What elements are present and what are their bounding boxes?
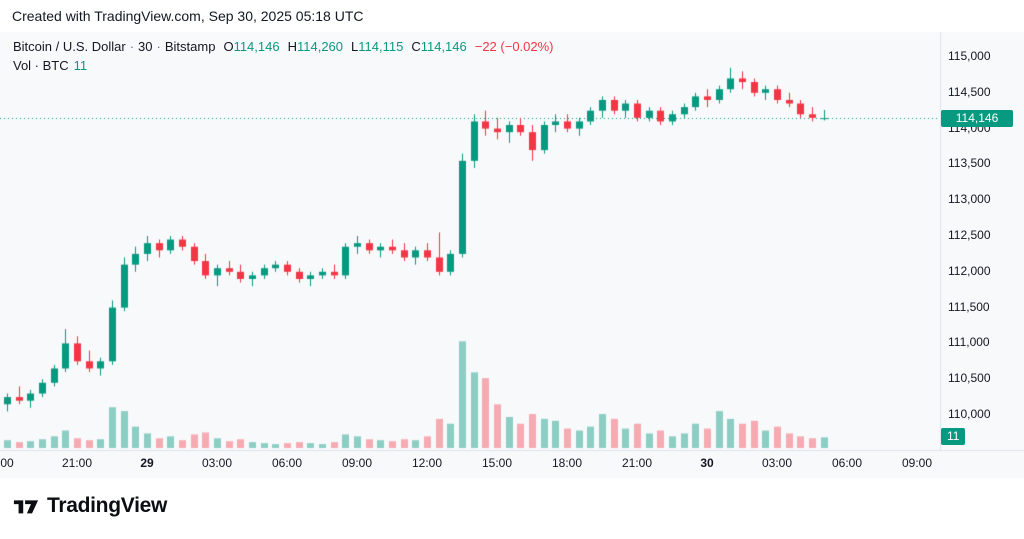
price-axis-label: 113,500 bbox=[948, 156, 991, 171]
time-axis-label: 12:00 bbox=[411, 456, 443, 470]
last-price-badge: 114,146 bbox=[941, 110, 1013, 127]
low-value: 114,115 bbox=[358, 39, 404, 54]
legend-volume-row: Vol · BTC 11 bbox=[13, 56, 554, 75]
tradingview-logo-icon bbox=[13, 500, 39, 514]
close-label: C bbox=[411, 39, 421, 54]
open-pair: O114,146 bbox=[223, 39, 279, 54]
price-axis-label: 114,500 bbox=[948, 84, 991, 99]
symbol-name: Bitcoin / U.S. Dollar bbox=[13, 39, 126, 54]
time-axis-label: 03:00 bbox=[201, 456, 233, 470]
interval-value: 30 bbox=[138, 39, 153, 54]
change-value: −22 (−0.02%) bbox=[474, 39, 554, 54]
time-axis-label: 09:00 bbox=[901, 456, 933, 470]
time-axis[interactable]: 00 21:00 29 03:00 06:00 09:00 12:00 15:00 18:00 2… bbox=[0, 452, 940, 478]
time-axis-label: 18:00 bbox=[551, 456, 583, 470]
high-label: H bbox=[287, 39, 297, 54]
last-volume-badge: 11 bbox=[941, 428, 966, 445]
price-axis-label: 110,000 bbox=[948, 407, 991, 421]
time-axis-label: 09:00 bbox=[341, 456, 373, 470]
volume-label: Vol · BTC bbox=[13, 58, 69, 73]
separator-dot: · bbox=[156, 39, 161, 54]
price-axis-label: 115,000 bbox=[948, 49, 991, 63]
separator-dot: · bbox=[129, 39, 135, 54]
price-axis-label: 111,000 bbox=[948, 335, 990, 350]
chart-legend: Bitcoin / U.S. Dollar · 30 · Bitstamp O114,14… bbox=[13, 37, 554, 75]
time-axis-label: 06:00 bbox=[271, 456, 303, 470]
time-axis-label: 30 bbox=[700, 456, 714, 470]
close-pair: C114,146 bbox=[411, 39, 466, 54]
price-axis-label: 112,000 bbox=[948, 263, 991, 278]
price-axis-label: 110,500 bbox=[948, 371, 991, 386]
price-axis-label: 111,500 bbox=[948, 299, 990, 314]
exchange-name: Bitstamp bbox=[164, 39, 216, 54]
high-pair: H114,260 bbox=[288, 39, 343, 54]
volume-value: 11 bbox=[73, 58, 88, 73]
price-axis[interactable]: 115,000 114,500 114,000 113,500 113,000 112,5… bbox=[941, 32, 1024, 450]
time-axis-label: 00 bbox=[0, 456, 14, 470]
price-axis-label: 113,000 bbox=[948, 192, 991, 207]
legend-symbol-row: Bitcoin / U.S. Dollar · 30 · Bitstamp O114,14… bbox=[13, 37, 554, 56]
open-value: 114,146 bbox=[233, 39, 280, 54]
low-label: L bbox=[351, 39, 359, 54]
price-axis-label: 112,500 bbox=[948, 228, 991, 242]
time-axis-label: 29 bbox=[140, 456, 154, 470]
close-value: 114,146 bbox=[420, 39, 467, 54]
open-label: O bbox=[223, 39, 234, 54]
time-axis-label: 21:00 bbox=[61, 456, 93, 470]
attribution-text: Created with TradingView.com, Sep 30, 20… bbox=[12, 8, 364, 24]
time-axis-label: 15:00 bbox=[481, 456, 513, 470]
tradingview-wordmark: TradingView bbox=[47, 494, 168, 517]
high-value: 114,260 bbox=[296, 39, 344, 54]
tradingview-brand-link[interactable]: TradingView bbox=[13, 493, 167, 519]
time-axis-label: 06:00 bbox=[831, 456, 863, 470]
time-axis-label: 03:00 bbox=[761, 456, 793, 470]
time-axis-label: 21:00 bbox=[621, 456, 653, 470]
low-pair: L114,115 bbox=[351, 39, 403, 54]
